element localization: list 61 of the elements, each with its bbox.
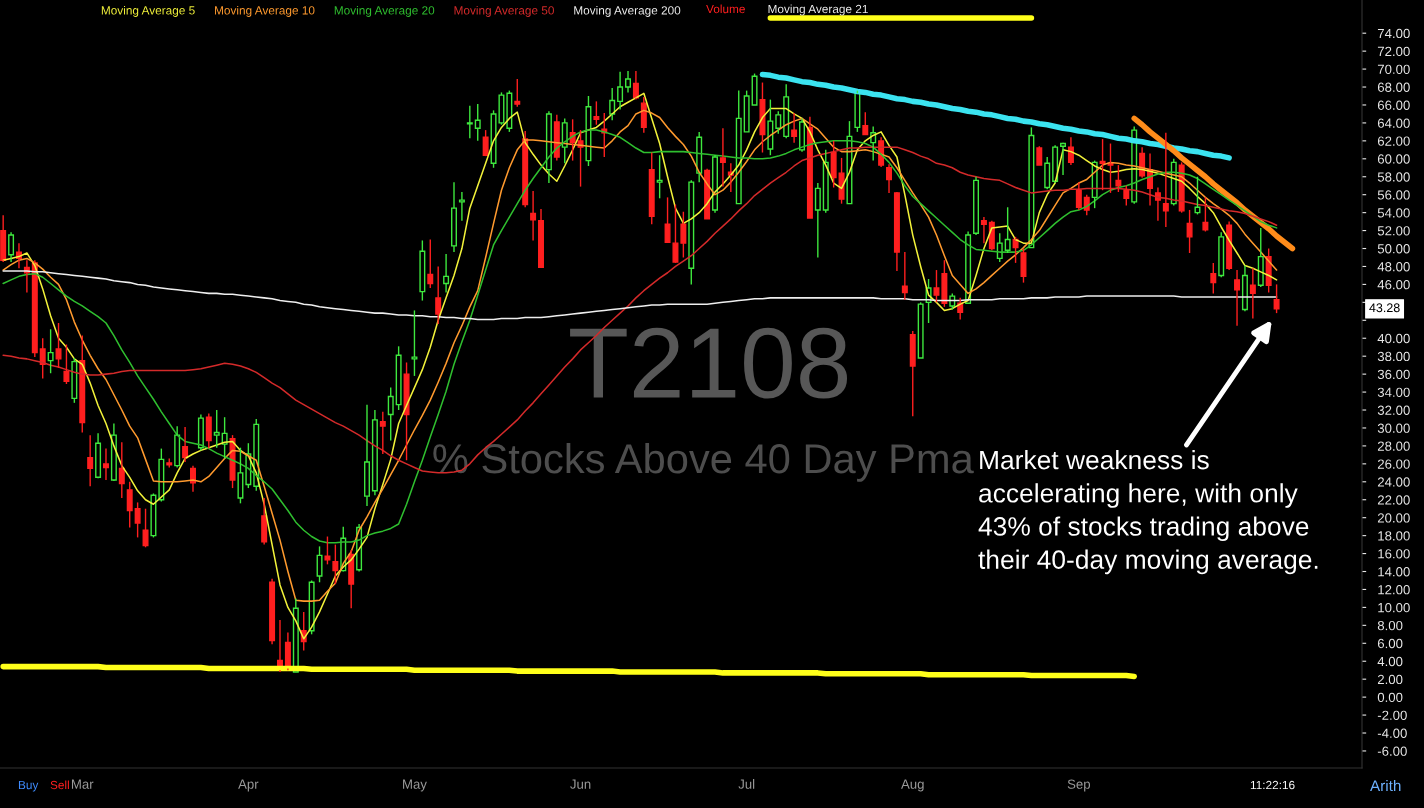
text: Moving Average 10 [215,5,315,17]
y-tick-label: 24.00 [1377,477,1410,487]
y-tick-label: 10.00 [1378,602,1410,613]
y-tick-label: 30.00 [1377,423,1410,433]
y-tick-label: 16.00 [1378,549,1410,559]
y-tick-label: 70.00 [1377,64,1410,74]
y-tick-label: 32.00 [1377,405,1410,415]
y-tick-label: 40.00 [1377,333,1410,344]
x-tick-label: Mar [71,779,94,789]
text: Arith [1370,779,1401,792]
y-tick-label: 14.00 [1378,567,1410,577]
annotation: Moving Average 21 [768,4,868,16]
text: Moving Average 50 [454,5,554,17]
y-tick-label: 12.00 [1378,585,1410,595]
text: 11:22:16 [1250,780,1295,790]
y-tick-label: 60.00 [1377,154,1410,164]
y-tick-label: 20.00 [1377,513,1410,523]
text: 43.28 [1369,303,1400,313]
y-tick-label: 56.00 [1377,190,1410,200]
y-tick-label: -4.00 [1377,728,1407,738]
y-tick-label: 6.00 [1377,638,1403,649]
y-tick-label: 36.00 [1377,369,1410,380]
y-tick-label: 0.00 [1377,692,1403,703]
y-tick-label: 4.00 [1377,656,1403,667]
y-tick-label: -6.00 [1377,746,1407,756]
y-tick-label: 62.00 [1377,136,1410,146]
y-tick-label: 74.00 [1377,28,1410,39]
y-tick-label: 2.00 [1377,674,1403,685]
text: Sell [50,780,69,790]
y-tick-label: 8.00 [1377,620,1403,631]
x-tick-label: Apr [238,779,259,792]
y-tick-label: 22.00 [1377,495,1410,505]
y-tick-label: -2.00 [1377,710,1407,720]
y-tick-label: 48.00 [1377,262,1410,272]
y-tick-label: 64.00 [1377,118,1410,128]
y-tick-label: 52.00 [1377,226,1410,236]
y-tick-label: 34.00 [1377,387,1410,397]
text: Moving Average 20 [334,5,435,17]
x-tick-label: Sep [1067,779,1091,792]
x-tick-label: Jun [570,779,591,789]
y-tick-label: 26.00 [1377,459,1410,469]
y-tick-label: 66.00 [1377,100,1410,110]
x-tick-label: May [403,779,427,792]
text: Buy [18,780,39,792]
text: % Stocks Above 40 Day Pma [433,442,974,482]
text: Moving Average 5 [101,5,195,17]
text: Moving Average 200 [574,5,681,17]
text: T2108 [570,327,848,399]
y-tick-label: 72.00 [1377,46,1410,57]
y-tick-label: 18.00 [1378,531,1410,541]
y-tick-label: 38.00 [1377,351,1410,362]
y-tick-label: 58.00 [1377,172,1410,182]
annotation: Volume [706,4,745,14]
y-tick-label: 46.00 [1377,279,1410,290]
x-tick-label: Jul [738,779,755,789]
y-tick-label: 50.00 [1377,244,1410,254]
y-tick-label: 68.00 [1377,82,1410,92]
x-tick-label: Aug [901,779,924,792]
annotation: Market weakness is accelerating here, with only 43% of stocks trading above their 40-day moving average. [978,450,1318,575]
y-tick-label: 54.00 [1377,208,1410,218]
y-tick-label: 28.00 [1377,441,1410,451]
